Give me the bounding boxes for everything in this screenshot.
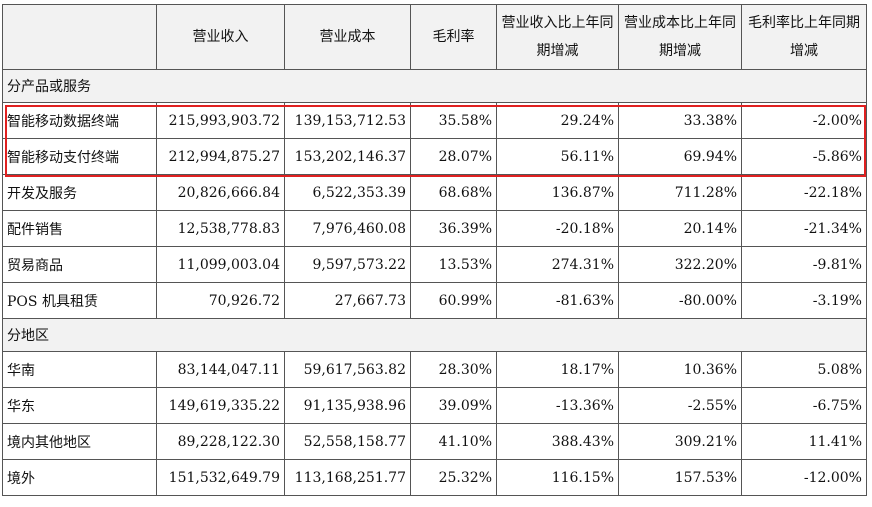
header-cost-yoy: 营业成本比上年同期增减 [618, 4, 742, 70]
value-cell: 139,153,712.53 [284, 102, 411, 139]
header-cell-blank [2, 4, 157, 70]
table-row: 贸易商品 11,099,003.04 9,597,573.22 13.53% 274.3… [2, 246, 867, 283]
value-cell: 89,228,122.30 [156, 423, 285, 460]
row-label: 开发及服务 [2, 174, 157, 211]
value-cell: 215,993,903.72 [156, 102, 285, 139]
row-label: 智能移动数据终端 [2, 102, 157, 139]
value-cell: -9.81% [741, 246, 867, 283]
value-cell: 149,619,335.22 [156, 387, 285, 424]
value-cell: 35.58% [410, 102, 497, 139]
value-cell: 12,538,778.83 [156, 210, 285, 247]
value-cell: -3.19% [741, 282, 867, 319]
row-label: POS 机具租赁 [2, 282, 157, 319]
financial-table: 营业收入 营业成本 毛利率 营业收入比上年同期增减 营业成本比上年同期增减 毛利… [2, 4, 867, 496]
row-label: 贸易商品 [2, 246, 157, 283]
value-cell: -2.55% [618, 387, 742, 424]
value-cell: -22.18% [741, 174, 867, 211]
value-cell: -21.34% [741, 210, 867, 247]
value-cell: 113,168,251.77 [284, 459, 411, 496]
value-cell: -13.36% [496, 387, 619, 424]
row-label: 华南 [2, 351, 157, 388]
value-cell: 157.53% [618, 459, 742, 496]
value-cell: -2.00% [741, 102, 867, 139]
section-title: 分地区 [2, 318, 867, 352]
header-margin-yoy: 毛利率比上年同期增减 [741, 4, 867, 70]
value-cell: 39.09% [410, 387, 497, 424]
value-cell: 69.94% [618, 138, 742, 175]
value-cell: -81.63% [496, 282, 619, 319]
value-cell: 83,144,047.11 [156, 351, 285, 388]
value-cell: 36.39% [410, 210, 497, 247]
value-cell: 153,202,146.37 [284, 138, 411, 175]
section-row: 分地区 [2, 318, 867, 352]
value-cell: 20,826,666.84 [156, 174, 285, 211]
header-revenue-yoy: 营业收入比上年同期增减 [496, 4, 619, 70]
row-label: 华东 [2, 387, 157, 424]
row-label: 境外 [2, 459, 157, 496]
row-label: 配件销售 [2, 210, 157, 247]
value-cell: 52,558,158.77 [284, 423, 411, 460]
section-row: 分产品或服务 [2, 69, 867, 103]
value-cell: 151,532,649.79 [156, 459, 285, 496]
header-gross-margin: 毛利率 [410, 4, 497, 70]
value-cell: 91,135,938.96 [284, 387, 411, 424]
value-cell: 56.11% [496, 138, 619, 175]
value-cell: 10.36% [618, 351, 742, 388]
value-cell: 41.10% [410, 423, 497, 460]
table-row: 开发及服务 20,826,666.84 6,522,353.39 68.68% 136.… [2, 174, 867, 211]
value-cell: 59,617,563.82 [284, 351, 411, 388]
value-cell: 33.38% [618, 102, 742, 139]
value-cell: 5.08% [741, 351, 867, 388]
value-cell: 28.07% [410, 138, 497, 175]
value-cell: -12.00% [741, 459, 867, 496]
value-cell: 11.41% [741, 423, 867, 460]
value-cell: 212,994,875.27 [156, 138, 285, 175]
value-cell: 116.15% [496, 459, 619, 496]
table-row: 配件销售 12,538,778.83 7,976,460.08 36.39% -20.1… [2, 210, 867, 247]
table-row: 境内其他地区 89,228,122.30 52,558,158.77 41.10% 38… [2, 423, 867, 460]
value-cell: -5.86% [741, 138, 867, 175]
value-cell: -80.00% [618, 282, 742, 319]
value-cell: 9,597,573.22 [284, 246, 411, 283]
table-row: 境外 151,532,649.79 113,168,251.77 25.32% 116.… [2, 459, 867, 496]
value-cell: 20.14% [618, 210, 742, 247]
header-cost: 营业成本 [284, 4, 411, 70]
value-cell: 70,926.72 [156, 282, 285, 319]
value-cell: 6,522,353.39 [284, 174, 411, 211]
value-cell: 11,099,003.04 [156, 246, 285, 283]
value-cell: -6.75% [741, 387, 867, 424]
table-row: 华南 83,144,047.11 59,617,563.82 28.30% 18.17%… [2, 351, 867, 388]
value-cell: 60.99% [410, 282, 497, 319]
table-row: 智能移动支付终端 212,994,875.27 153,202,146.37 28.0… [2, 138, 867, 175]
value-cell: 27,667.73 [284, 282, 411, 319]
row-label: 智能移动支付终端 [2, 138, 157, 175]
table-header-row: 营业收入 营业成本 毛利率 营业收入比上年同期增减 营业成本比上年同期增减 毛利… [2, 4, 867, 70]
value-cell: 136.87% [496, 174, 619, 211]
value-cell: 711.28% [618, 174, 742, 211]
table-row: 华东 149,619,335.22 91,135,938.96 39.09% -13.3… [2, 387, 867, 424]
value-cell: 7,976,460.08 [284, 210, 411, 247]
value-cell: 274.31% [496, 246, 619, 283]
value-cell: 322.20% [618, 246, 742, 283]
header-revenue: 营业收入 [156, 4, 285, 70]
value-cell: 29.24% [496, 102, 619, 139]
section-title: 分产品或服务 [2, 69, 867, 103]
value-cell: 18.17% [496, 351, 619, 388]
value-cell: 388.43% [496, 423, 619, 460]
value-cell: 68.68% [410, 174, 497, 211]
value-cell: 25.32% [410, 459, 497, 496]
table-row: POS 机具租赁 70,926.72 27,667.73 60.99% -81.63% -… [2, 282, 867, 319]
table-row: 智能移动数据终端 215,993,903.72 139,153,712.53 35.5… [2, 102, 867, 139]
row-label: 境内其他地区 [2, 423, 157, 460]
value-cell: -20.18% [496, 210, 619, 247]
value-cell: 13.53% [410, 246, 497, 283]
value-cell: 28.30% [410, 351, 497, 388]
value-cell: 309.21% [618, 423, 742, 460]
